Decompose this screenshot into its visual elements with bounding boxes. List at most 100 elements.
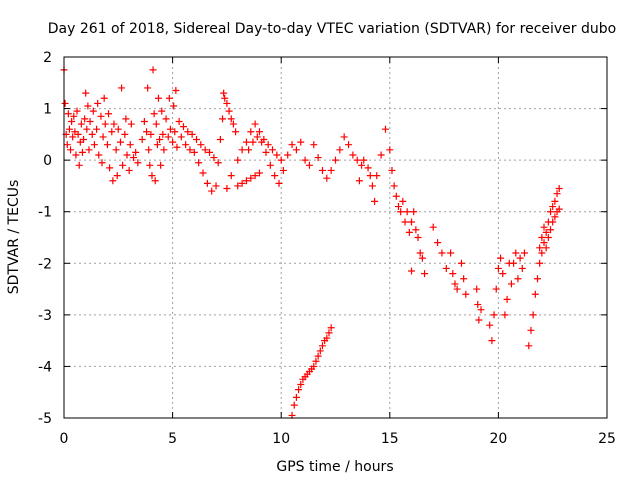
data-point [301, 156, 309, 164]
data-point [460, 275, 468, 283]
data-point [364, 164, 372, 172]
data-point [488, 337, 496, 345]
data-point [145, 146, 153, 154]
data-point [97, 112, 105, 120]
x-tick-label: 10 [272, 431, 290, 447]
data-point [501, 311, 509, 319]
data-point [154, 94, 162, 102]
data-point [397, 208, 405, 216]
data-point [332, 156, 339, 164]
data-point [208, 187, 216, 195]
data-point [132, 148, 140, 156]
data-point [327, 166, 335, 174]
data-point [462, 290, 470, 298]
data-point [494, 264, 502, 272]
data-point [540, 239, 548, 247]
data-point [255, 128, 263, 136]
data-point [490, 311, 498, 319]
data-point [284, 151, 292, 159]
data-point [525, 342, 533, 350]
data-point [279, 166, 287, 174]
data-point [434, 239, 442, 247]
data-point [134, 159, 142, 167]
data-point [119, 161, 127, 169]
data-point [353, 156, 361, 164]
plot-frame [63, 56, 608, 419]
data-point [514, 275, 522, 283]
data-point [421, 270, 429, 278]
data-point [253, 133, 261, 141]
data-point [61, 99, 69, 107]
data-point [292, 146, 300, 154]
data-point [544, 234, 552, 241]
x-tick-label: 20 [489, 431, 507, 447]
data-point [69, 133, 77, 141]
data-point [153, 141, 161, 149]
data-point [103, 141, 111, 149]
data-point [143, 128, 151, 136]
data-point [290, 401, 298, 409]
data-point [418, 254, 426, 262]
data-point [126, 141, 134, 149]
data-point [542, 228, 550, 236]
x-tick-label: 5 [168, 431, 177, 447]
y-tick-label: 0 [43, 153, 52, 169]
data-point [553, 190, 561, 198]
data-point [169, 138, 177, 146]
data-point [507, 280, 515, 288]
data-point [355, 177, 363, 185]
data-point [122, 115, 130, 123]
data-point [247, 128, 255, 136]
data-point [108, 128, 116, 136]
data-point [177, 133, 185, 141]
data-point [70, 112, 78, 120]
data-point [144, 84, 152, 92]
data-point [188, 130, 196, 138]
data-point [234, 156, 242, 164]
data-point [197, 141, 205, 149]
data-point [156, 136, 164, 144]
data-point [399, 197, 407, 205]
data-point [78, 148, 86, 156]
data-point [388, 166, 396, 174]
data-point [221, 94, 229, 102]
data-point [72, 151, 80, 159]
data-point [555, 185, 563, 193]
data-point [232, 128, 240, 136]
data-point [394, 203, 402, 211]
data-point [269, 146, 277, 154]
data-point [184, 128, 192, 136]
data-point [262, 148, 270, 156]
data-point [531, 290, 539, 298]
data-point [312, 357, 320, 365]
data-point [105, 110, 113, 118]
data-point [203, 179, 211, 187]
data-point [318, 166, 326, 174]
data-point [555, 205, 563, 213]
data-point [242, 138, 250, 146]
data-point [349, 151, 357, 159]
data-point [549, 218, 557, 226]
data-point [288, 141, 296, 149]
data-point [358, 161, 366, 169]
data-point [275, 179, 283, 187]
data-point [118, 84, 126, 92]
data-point [310, 141, 318, 149]
data-point [551, 213, 559, 221]
data-point [75, 161, 83, 169]
data-point [179, 123, 187, 131]
data-point [83, 125, 91, 133]
data-point [520, 249, 528, 257]
data-point [401, 218, 409, 226]
data-point [216, 136, 224, 144]
data-point [538, 234, 546, 241]
data-point [305, 161, 313, 169]
data-point [149, 66, 157, 74]
data-point [225, 107, 233, 115]
data-point [451, 280, 459, 288]
data-point [473, 285, 481, 293]
data-point [381, 125, 389, 133]
data-point [371, 197, 379, 205]
data-point [238, 146, 246, 154]
